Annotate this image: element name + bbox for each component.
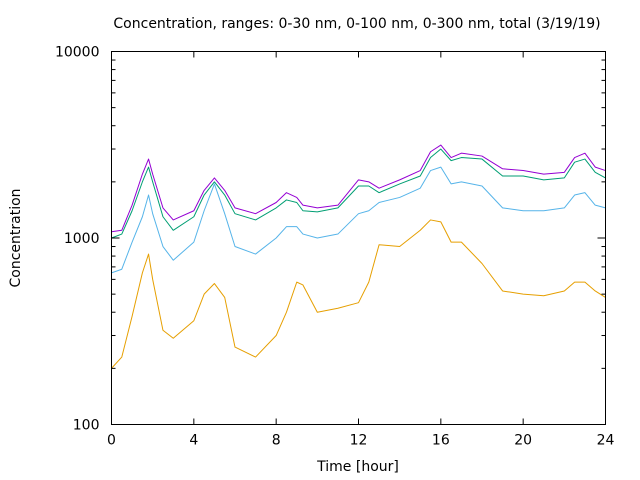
x-tick-label: 16: [432, 433, 450, 449]
x-axis: 0 4 8 12 16 20 24: [107, 51, 615, 449]
plot-frame: [111, 51, 606, 425]
series-layer: [111, 144, 606, 369]
x-tick-label: 24: [597, 433, 615, 449]
y-axis: 100 1000 10000: [55, 45, 606, 434]
series-line-4: [111, 219, 606, 369]
y-tick-label: 100: [73, 418, 100, 434]
x-tick-label: 12: [350, 433, 368, 449]
y-tick-label: 10000: [55, 45, 100, 61]
chart-title: Concentration, ranges: 0-30 nm, 0-100 nm…: [113, 16, 600, 32]
x-tick-label: 8: [272, 433, 281, 449]
series-line-3: [111, 166, 606, 274]
y-axis-label: Concentration: [8, 188, 24, 287]
series-line-1: [111, 144, 606, 233]
x-axis-label: Time [hour]: [316, 459, 399, 475]
series-line-2: [111, 148, 606, 239]
x-tick-label: 0: [107, 433, 116, 449]
x-tick-label: 4: [189, 433, 198, 449]
x-tick-label: 20: [514, 433, 532, 449]
y-tick-label: 1000: [64, 231, 100, 247]
